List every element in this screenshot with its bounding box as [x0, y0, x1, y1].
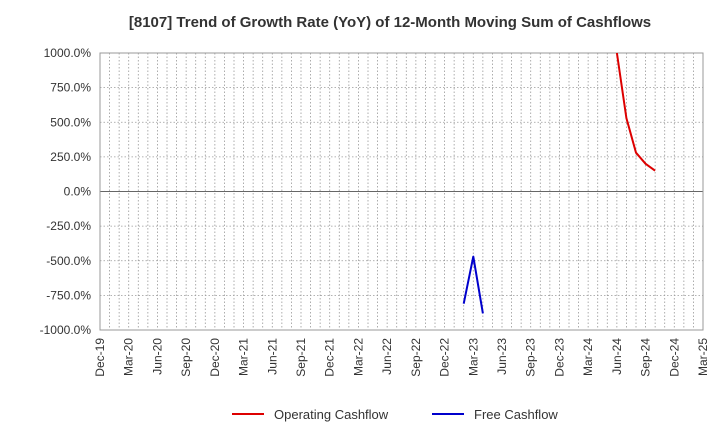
y-axis-ticks: 1000.0% 750.0% 500.0% 250.0% 0.0% -250.0% -500… [40, 46, 92, 337]
x-tick-label: Jun-24 [610, 338, 624, 375]
x-tick-label: Dec-22 [438, 338, 452, 377]
x-tick-label: Jun-21 [265, 338, 279, 375]
x-tick-label: Dec-19 [93, 338, 107, 377]
axes [99, 52, 704, 331]
y-tick-label: 0.0% [64, 185, 92, 199]
legend-label: Free Cashflow [474, 407, 558, 422]
x-tick-label: Sep-21 [294, 338, 308, 377]
y-tick-label: -750.0% [46, 288, 91, 302]
x-tick-label: Jun-23 [495, 338, 509, 375]
x-tick-label: Sep-24 [639, 338, 653, 377]
y-tick-label: 750.0% [50, 81, 91, 95]
x-tick-label: Mar-22 [351, 338, 365, 376]
series-lines [462, 52, 656, 314]
y-tick-label: 500.0% [50, 115, 91, 129]
x-axis-ticks: Dec-19 Mar-20 Jun-20 Sep-20 Dec-20 Mar-21 Jun-… [93, 338, 710, 377]
x-tick-label: Mar-20 [122, 338, 136, 376]
legend-label: Operating Cashflow [274, 407, 389, 422]
x-tick-label: Sep-23 [524, 338, 538, 377]
x-tick-label: Sep-20 [179, 338, 193, 377]
x-tick-label: Mar-21 [237, 338, 251, 376]
y-tick-label: 250.0% [50, 150, 91, 164]
x-tick-label: Mar-23 [466, 338, 480, 376]
x-tick-label: Dec-20 [208, 338, 222, 377]
x-tick-label: Dec-23 [552, 338, 566, 377]
y-tick-label: -250.0% [46, 219, 91, 233]
y-tick-label: -500.0% [46, 254, 91, 268]
grid [100, 53, 703, 330]
series-line-free-cashflow [462, 255, 484, 314]
series-line-operating-cashflow [615, 52, 656, 172]
y-tick-label: 1000.0% [44, 46, 92, 60]
x-tick-label: Mar-25 [696, 338, 710, 376]
x-tick-label: Jun-22 [380, 338, 394, 375]
x-tick-label: Mar-24 [581, 338, 595, 376]
y-tick-label: -1000.0% [40, 323, 92, 337]
chart-title: [8107] Trend of Growth Rate (YoY) of 12-… [129, 14, 651, 31]
x-tick-label: Jun-20 [150, 338, 164, 375]
x-tick-label: Sep-22 [409, 338, 423, 377]
plot-area-frame [99, 52, 704, 331]
legend: Operating Cashflow Free Cashflow [232, 407, 558, 422]
x-tick-label: Dec-24 [667, 338, 681, 377]
x-tick-label: Dec-21 [323, 338, 337, 377]
